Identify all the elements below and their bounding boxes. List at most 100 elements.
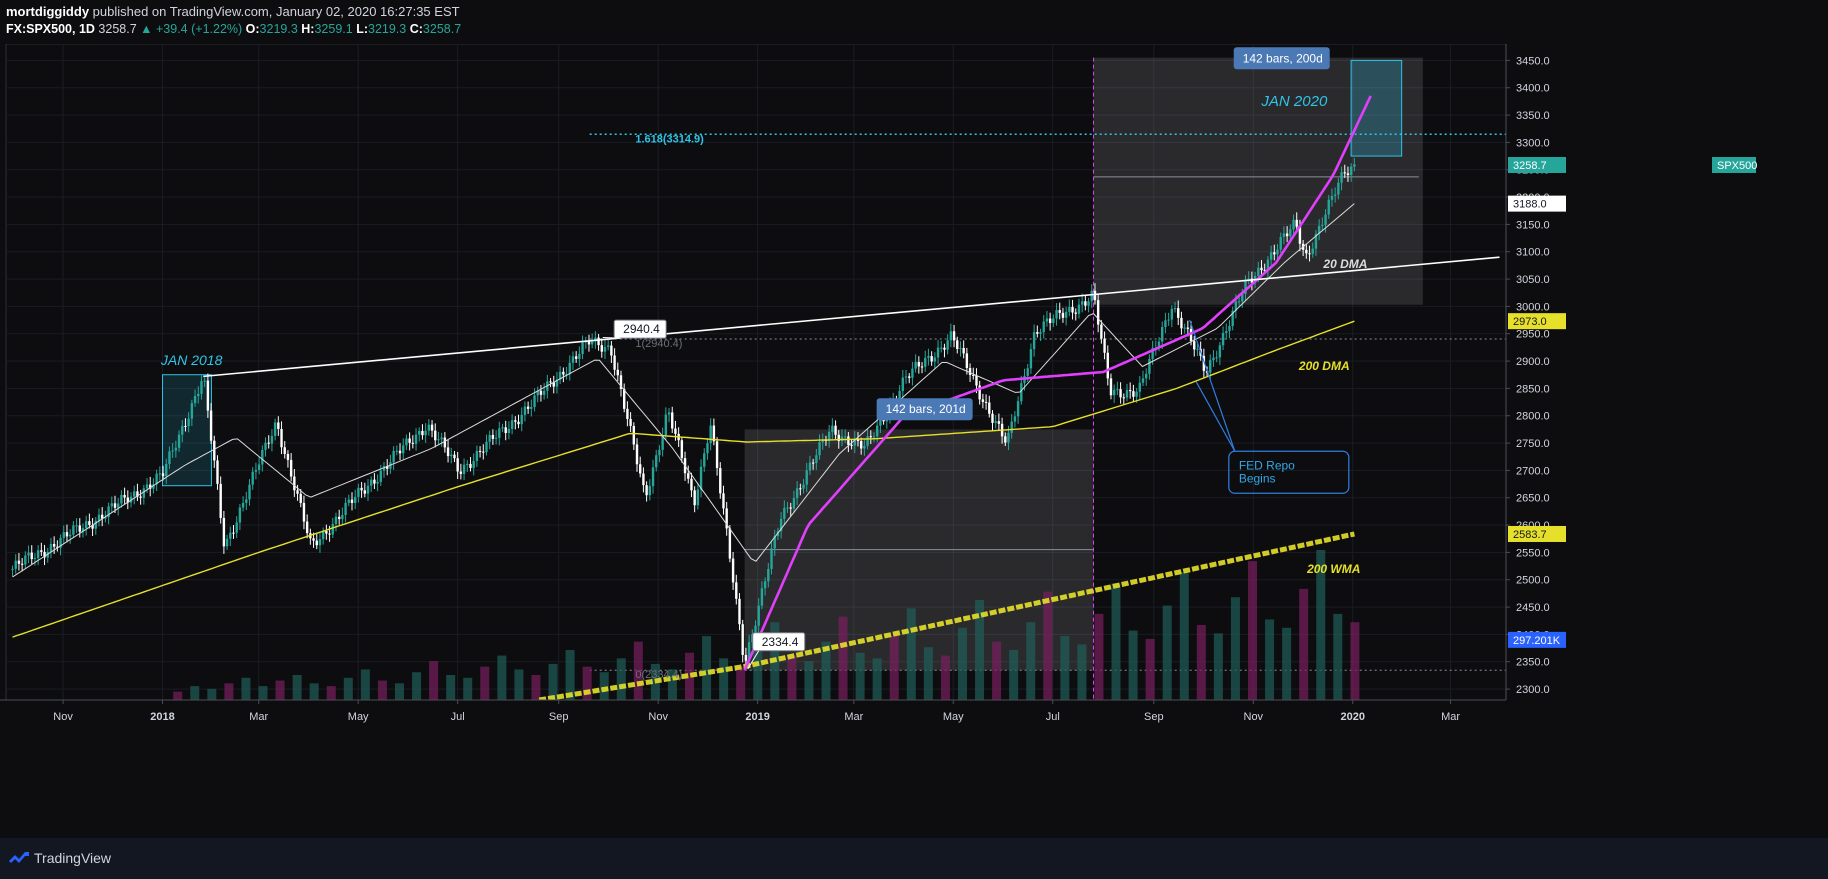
candle-body [808,462,812,471]
bars-200d-label-text: 142 bars, 200d [1243,51,1323,65]
resistance-trendline [203,256,1500,378]
candle-body [414,434,418,444]
candle-body [1295,219,1298,227]
candlestick-series [11,157,1356,669]
candle-body [587,340,591,345]
candle-body [1225,331,1228,333]
candle-body [648,486,652,496]
candle-body [1209,360,1212,373]
grid-lines [6,44,1506,700]
candle-body [88,521,91,525]
candle-body [994,421,997,423]
dma200-price-tag-box [1508,313,1566,330]
candle-body [459,471,463,474]
volume-bar [429,661,439,700]
candle-body [853,438,856,446]
time-tick-label: Sep [1144,711,1164,723]
volume-bar [343,677,353,700]
candle-body [815,455,818,463]
candle-body [283,447,286,454]
candle-body [1257,267,1260,277]
candle-body [312,538,315,541]
price-tick-label: 2300.0 [1516,684,1550,696]
ma20-line [12,203,1355,578]
candle-body [453,454,456,459]
candle-body [1180,317,1183,329]
candle-body [1039,332,1042,334]
spx500-price-tag-text: 3258.7 [1513,160,1547,172]
candle-body [1026,368,1029,376]
price-axis[interactable]: 3450.03400.03350.03300.03250.03200.03150… [1505,44,1828,700]
candle-body [911,368,914,378]
volume-bar [804,661,814,700]
indicator-lines [12,95,1500,703]
candle-body [1305,249,1308,254]
candle-body [869,436,872,438]
volume-bar [377,680,387,700]
candle-body [501,427,504,429]
dma200-line [12,320,1355,638]
candle-body [917,361,921,367]
candle-body [1090,290,1093,302]
candle-body [818,442,821,456]
candle-body [555,379,559,387]
high-value: 3259.1 [314,22,353,36]
candle-body [376,482,379,484]
candle-body [693,490,696,506]
candle-body [40,550,43,552]
candle-body [238,507,242,523]
time-tick-label: Jul [1046,711,1060,723]
candle-body [235,522,238,533]
candle-body [408,438,411,443]
candle-body [1112,389,1116,396]
candle-body [526,406,530,409]
volume-bar [906,608,916,700]
candle-body [968,367,972,375]
volume-bar [309,683,319,700]
candle-body [43,551,46,558]
candle-body [629,418,632,426]
candle-body [466,463,469,465]
candle-body [827,431,831,442]
candle-body [940,347,943,349]
volume-bar [497,655,507,700]
candle-body [667,412,671,415]
candle-body [1116,389,1119,391]
price-tick-label: 2350.0 [1516,657,1550,669]
candle-body [280,429,283,448]
candle-body [171,450,174,452]
candle-body [1109,378,1113,396]
candle-body [1048,318,1052,324]
tradingview-brand[interactable]: TradingView [34,850,112,866]
candle-body [94,520,97,529]
candle-body [187,418,190,427]
volume-bar [1299,588,1309,700]
tradingview-logo-icon[interactable] [8,849,30,867]
volume-tag-text: 297.201K [1513,635,1561,647]
candle-body [168,451,171,464]
candle-body [536,390,539,396]
candle-body [1128,390,1132,392]
author-name[interactable]: mortdiggiddy [6,4,90,19]
price-tick-label: 2650.0 [1516,493,1550,505]
candle-body [1298,226,1302,244]
candle-body [552,382,555,387]
candle-body [1093,290,1097,301]
high-callout: 2940.4 [613,319,667,339]
annotations: JAN 2018 JAN 2020 1.618(3314.9) 1(2940.4) 0(… [160,47,1367,681]
candle-body [1100,324,1103,339]
candle-body [379,470,383,483]
candle-body [706,443,709,454]
candle-body [1234,301,1238,311]
time-axis[interactable]: Nov 2018 Mar May Jul Sep Nov 2019 Mar May Jul Sep No… [0,699,1828,838]
candle-body [475,450,479,461]
candle-body [209,410,213,441]
candle-body [904,376,908,378]
candle-body [462,464,466,474]
candle-body [1029,349,1033,369]
price-chart[interactable]: JAN 2018 JAN 2020 1.618(3314.9) 1(2940.4) 0(… [0,44,1828,838]
price-tick-label: 2550.0 [1516,547,1550,559]
candle-body [158,473,162,475]
candle-body [17,560,21,564]
candle-body [530,407,533,409]
